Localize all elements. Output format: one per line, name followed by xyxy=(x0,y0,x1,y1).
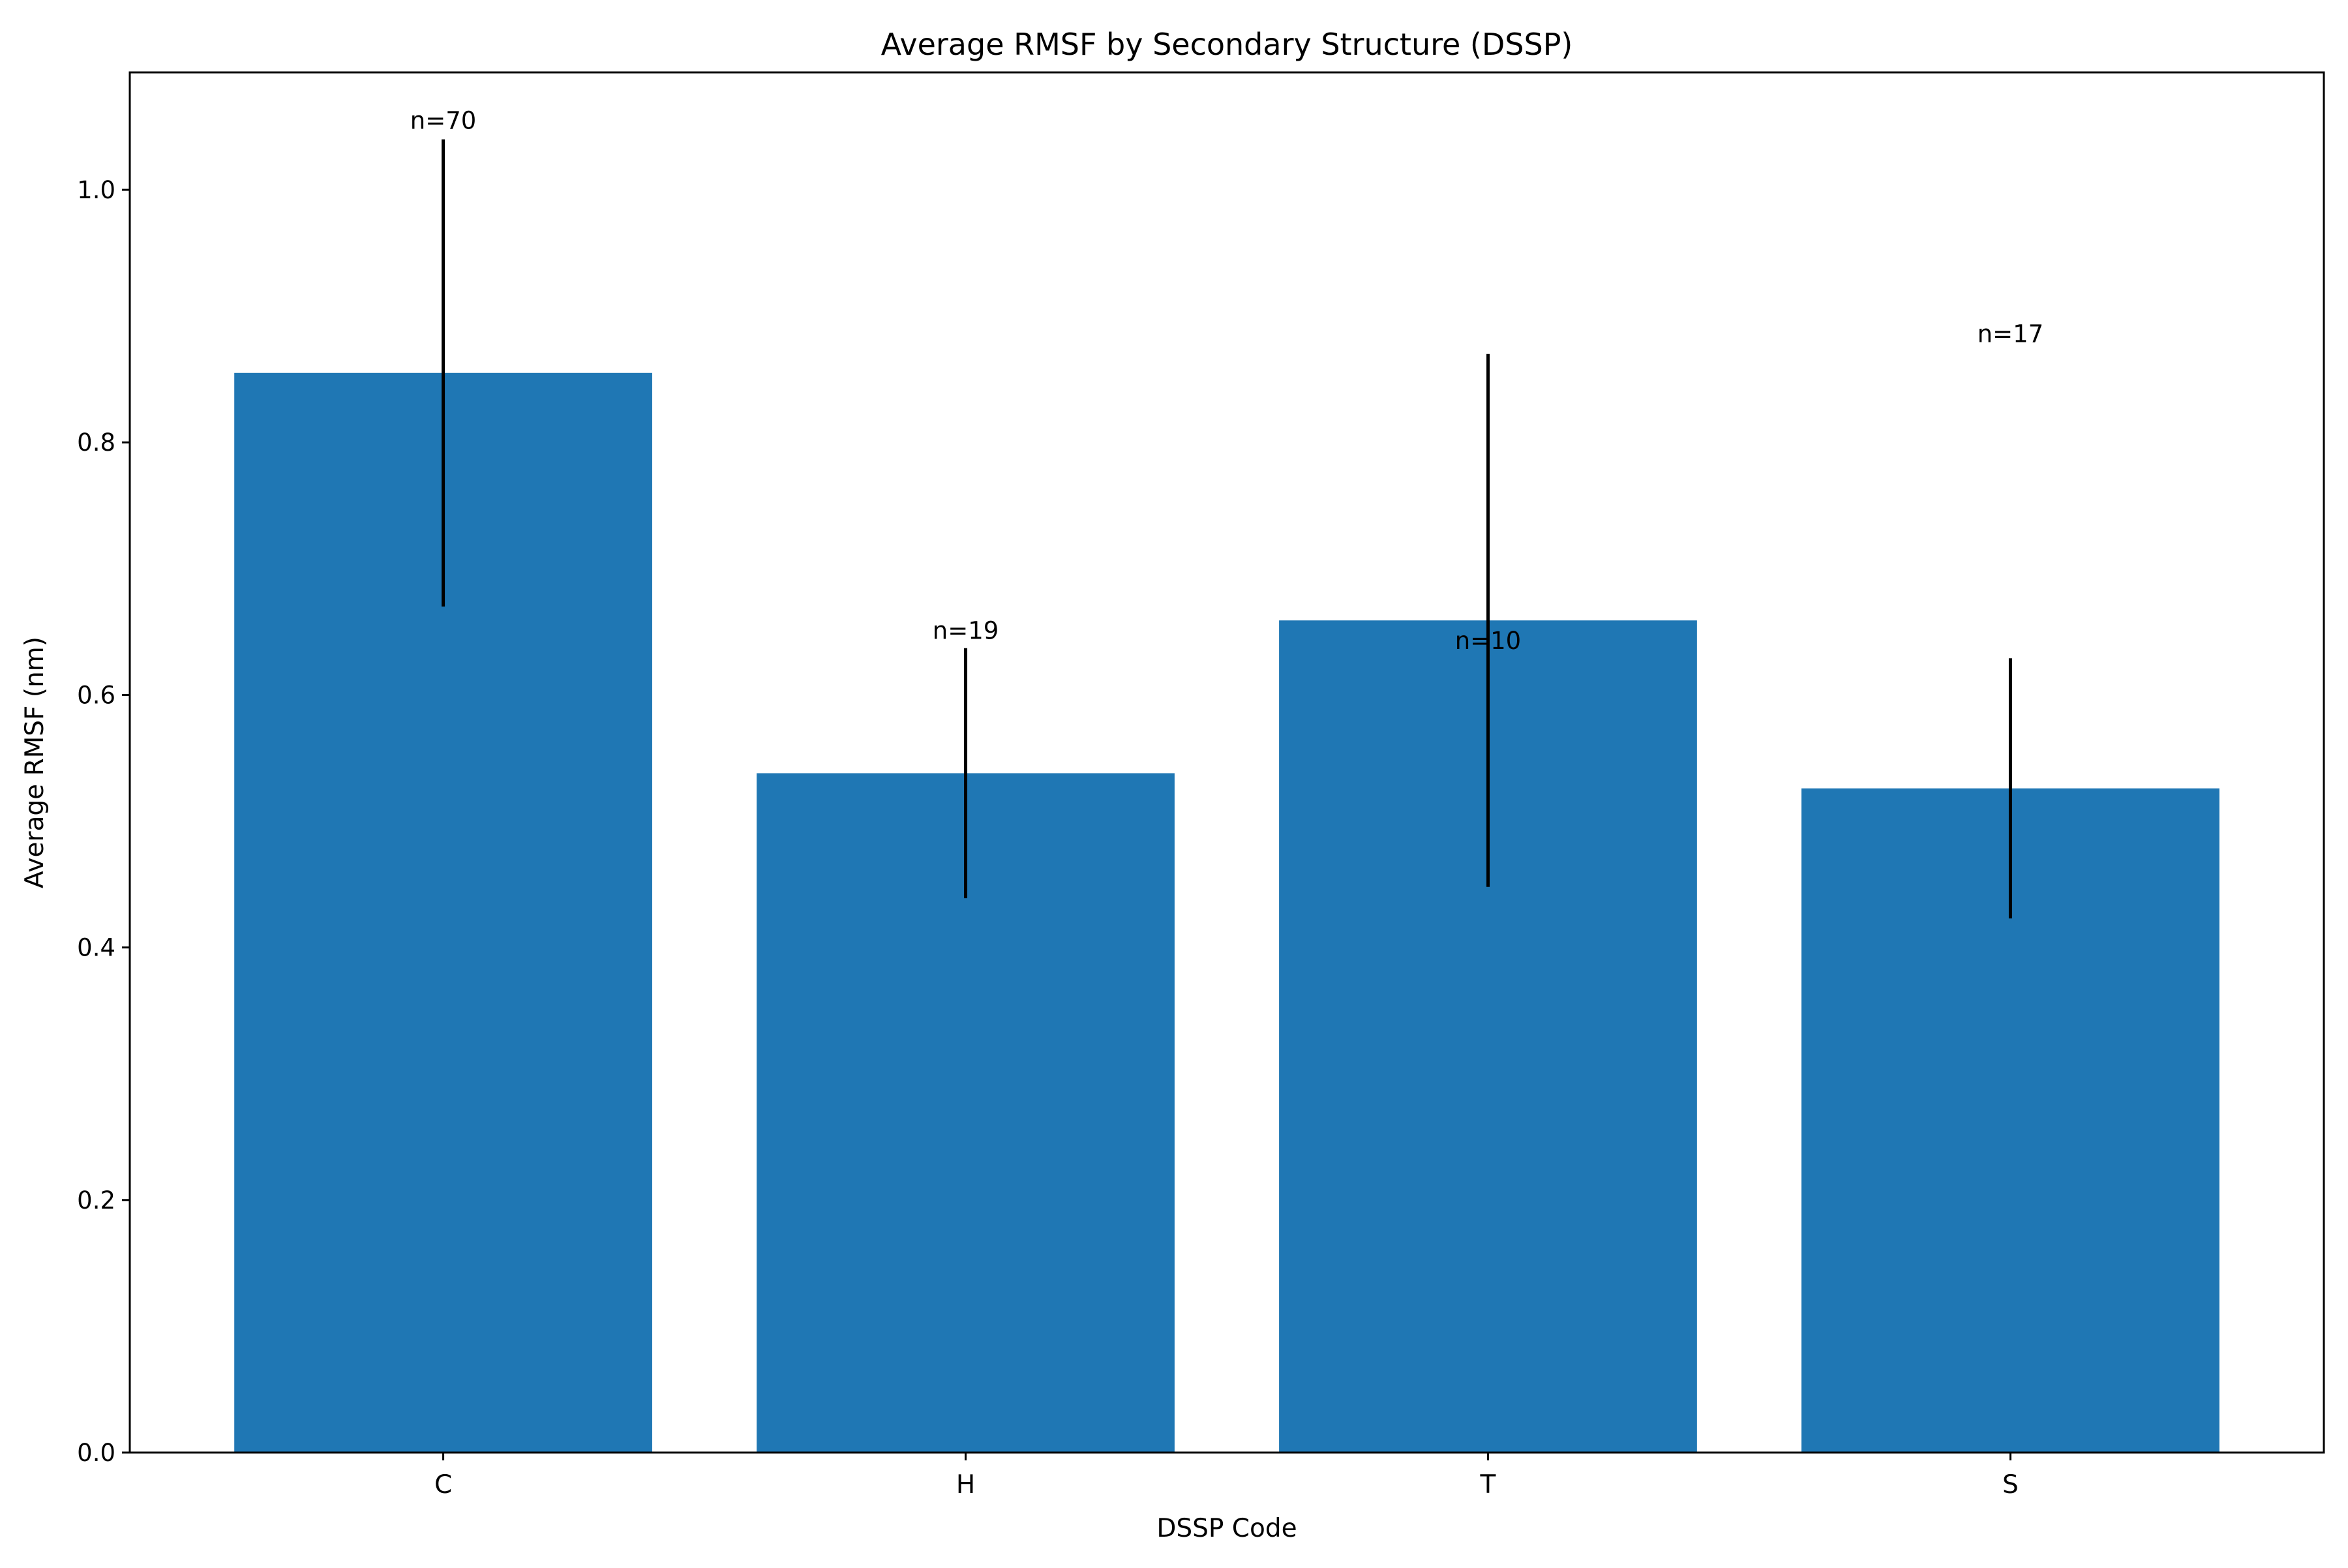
count-annotation-S: n=17 xyxy=(1978,320,2044,348)
count-annotation-H: n=19 xyxy=(933,617,999,645)
annotations-layer: n=70 n=19 n=10 n=17 xyxy=(410,107,2043,656)
x-axis-label: DSSP Code xyxy=(1156,1514,1297,1543)
y-tick-label: 0.0 xyxy=(77,1439,115,1467)
x-tick-label-C: C xyxy=(434,1470,452,1500)
count-annotation-C: n=70 xyxy=(410,107,477,135)
y-axis-label: Average RMSF (nm) xyxy=(20,637,50,888)
y-tick-label: 0.4 xyxy=(77,934,115,962)
x-tick-label-H: H xyxy=(956,1470,975,1500)
x-tick-label-S: S xyxy=(2002,1470,2019,1500)
error-bars-layer xyxy=(442,139,2012,919)
count-annotation-T: n=10 xyxy=(1455,627,1522,655)
y-axis: 0.0 0.2 0.4 0.6 0.8 1.0 xyxy=(77,176,130,1467)
x-tick-label-T: T xyxy=(1480,1470,1496,1500)
y-tick-label: 0.6 xyxy=(77,681,115,709)
y-tick-label: 0.2 xyxy=(77,1186,115,1214)
plot-frame xyxy=(128,71,2325,1454)
y-tick-label: 0.8 xyxy=(77,429,115,457)
chart-title: Average RMSF by Secondary Structure (DSS… xyxy=(881,27,1573,62)
y-tick-label: 1.0 xyxy=(77,176,115,204)
